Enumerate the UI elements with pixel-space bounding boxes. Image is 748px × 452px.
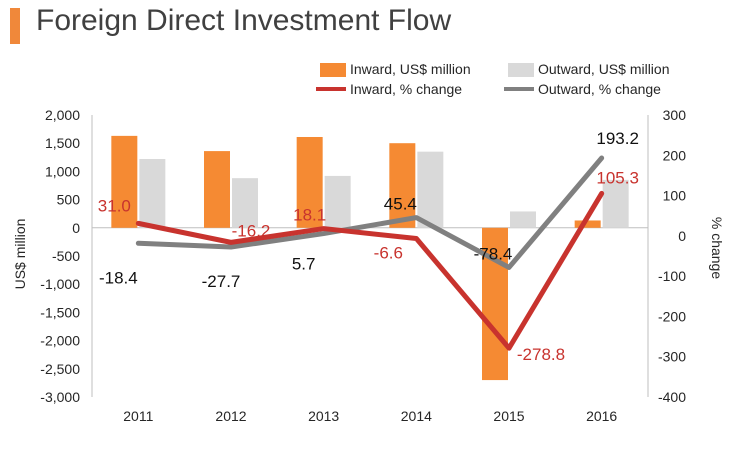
outward-change-label: 5.7 xyxy=(292,255,316,274)
legend-swatch-inward-bar xyxy=(320,63,346,77)
inward-change-label: 31.0 xyxy=(98,196,131,215)
category-label: 2011 xyxy=(123,408,153,424)
outward-bar xyxy=(324,175,351,228)
left-axis-title: US$ million xyxy=(12,219,28,290)
right-tick-label: 200 xyxy=(663,147,687,163)
title-accent-bar xyxy=(10,8,20,44)
left-tick-label: 1,500 xyxy=(45,135,80,151)
legend-swatch-inward-line xyxy=(316,87,346,91)
inward-change-label: 18.1 xyxy=(293,206,326,225)
outward-change-label: -78.4 xyxy=(474,244,513,263)
outward-bar xyxy=(139,158,166,228)
left-tick-label: 0 xyxy=(72,220,80,236)
category-label: 2015 xyxy=(493,408,524,424)
inward-bar xyxy=(204,151,230,228)
outward-change-label: -27.7 xyxy=(202,272,241,291)
inward-change-label: -16.2 xyxy=(232,221,271,240)
category-label: 2014 xyxy=(401,408,432,424)
inward-bar xyxy=(296,136,323,228)
outward-change-label: 45.4 xyxy=(384,195,417,214)
right-axis-title: % change xyxy=(709,217,725,279)
left-tick-label: 500 xyxy=(57,192,81,208)
outward-bar xyxy=(417,151,444,228)
inward-bar xyxy=(574,220,601,228)
right-tick-label: -200 xyxy=(658,308,686,324)
left-tick-label: -3,000 xyxy=(40,389,80,405)
right-tick-label: 300 xyxy=(663,107,687,123)
outward-bar xyxy=(510,211,536,228)
inward-change-label: -6.6 xyxy=(374,244,403,263)
chart-title: Foreign Direct Investment Flow xyxy=(36,4,452,37)
legend-label-inward-bar: Inward, US$ million xyxy=(350,61,471,77)
legend-label-inward-line: Inward, % change xyxy=(350,81,463,97)
left-tick-label: -2,000 xyxy=(40,333,80,349)
right-tick-label: -300 xyxy=(658,349,686,365)
right-tick-label: 0 xyxy=(678,228,686,244)
inward-change-label: -278.8 xyxy=(517,345,565,364)
right-tick-label: -100 xyxy=(658,268,686,284)
legend-label-outward-bar: Outward, US$ million xyxy=(538,61,670,77)
left-tick-label: -2,500 xyxy=(40,361,80,377)
outward-change-label: 193.2 xyxy=(596,129,639,148)
category-label: 2012 xyxy=(215,408,246,424)
inward-change-line xyxy=(135,190,605,351)
legend-swatch-outward-bar xyxy=(508,63,534,77)
category-label: 2016 xyxy=(586,408,617,424)
legend-swatch-outward-line xyxy=(504,87,534,91)
outward-change-label: -18.4 xyxy=(99,268,138,287)
left-tick-label: -1,500 xyxy=(40,304,80,320)
left-tick-label: -500 xyxy=(52,248,80,264)
left-tick-label: 2,000 xyxy=(45,107,80,123)
outward-change-line xyxy=(135,155,605,270)
legend-label-outward-line: Outward, % change xyxy=(538,81,661,97)
outward-bar xyxy=(232,178,258,228)
right-tick-label: -400 xyxy=(658,389,686,405)
left-tick-label: -1,000 xyxy=(40,276,80,292)
outward-bar xyxy=(602,179,629,228)
left-tick-label: 1,000 xyxy=(45,163,80,179)
category-label: 2013 xyxy=(308,408,339,424)
inward-change-label: 105.3 xyxy=(596,168,639,187)
inward-bar xyxy=(389,143,416,228)
right-tick-label: 100 xyxy=(663,188,687,204)
inward-bar xyxy=(111,135,138,228)
